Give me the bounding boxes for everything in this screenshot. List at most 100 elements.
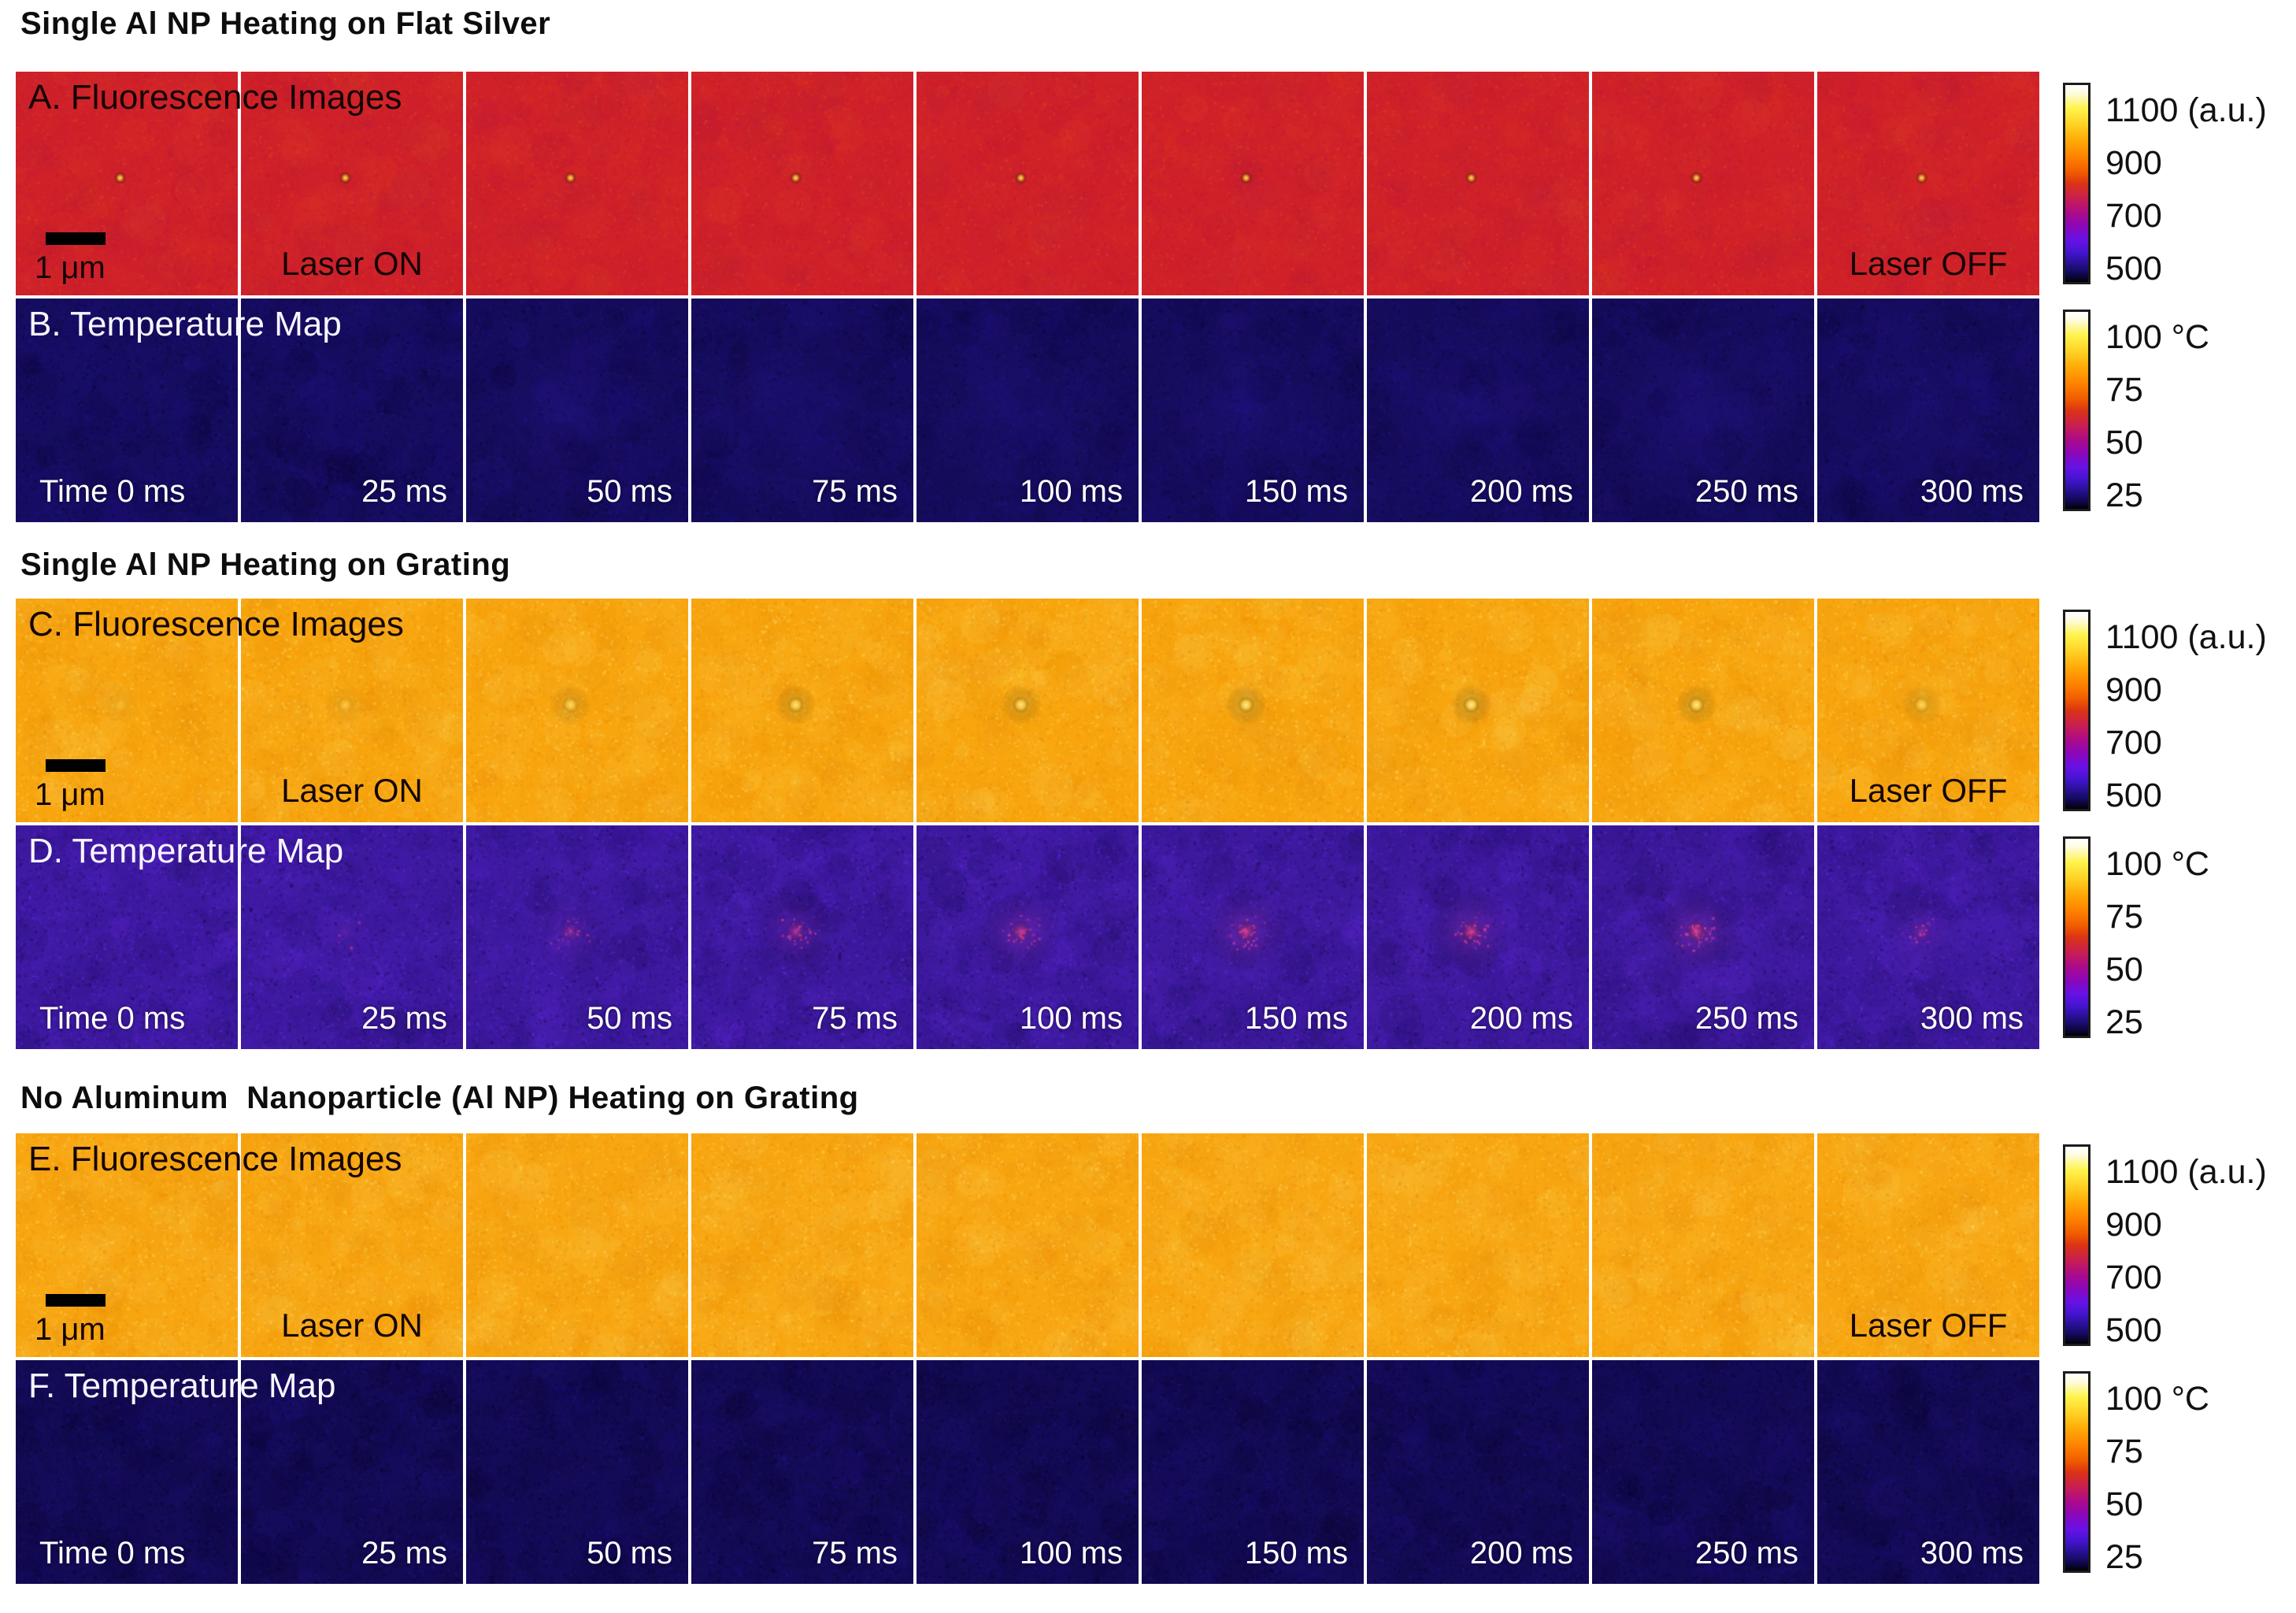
panel-canvas [691,72,913,295]
image-panel: 250 ms [1592,298,1814,522]
colorbar-gradient [2063,1371,2090,1573]
panel-canvas [1817,298,2039,522]
scale-bar [46,759,106,772]
colorbar-label: 25 [2105,1003,2143,1041]
image-panel: 150 ms [1142,1360,1364,1584]
colorbar-region: 100 °C 75 50 25 [2063,825,2291,1049]
panel-canvas [691,298,913,522]
panel-canvas [1367,599,1589,822]
image-panel [1592,599,1814,822]
image-panel: 200 ms [1367,825,1589,1049]
colorbar-label: 700 [2105,724,2162,762]
scale-bar-label: 1 μm [35,1312,106,1347]
panel-strip: Time 0 ms 25 ms 50 ms 75 ms 100 ms 150 ms 200 … [16,298,2039,522]
laser-on-label: Laser ON [281,245,423,282]
laser-off-label: Laser OFF [1849,1307,2008,1344]
colorbar-gradient [2063,1144,2090,1346]
scale-bar [46,232,106,245]
image-panel: Laser OFF [1817,599,2039,822]
colorbar-label: 75 [2105,371,2143,409]
panel-strip: 1 μm Laser ON Laser OFF C. Fluorescence Ima… [16,599,2039,822]
panel-strip: 1 μm Laser ON Laser OFF A. Fluorescence Ima… [16,72,2039,295]
laser-off-label: Laser OFF [1849,245,2008,282]
image-panel: Laser ON [241,72,463,295]
panel-canvas [1592,599,1814,822]
section-title: Single Al NP Heating on Grating [20,547,511,582]
image-panel: Laser ON [241,599,463,822]
panel-canvas [16,825,238,1049]
image-panel: Laser OFF [1817,1133,2039,1357]
panel-canvas [1817,72,2039,295]
time-label: Time 0 ms [39,1536,186,1570]
image-panel: 1 μm [16,599,238,822]
image-panel: Time 0 ms [16,298,238,522]
panel-canvas [16,1360,238,1584]
image-panel [1367,72,1589,295]
panel-canvas [1817,1133,2039,1357]
panel-canvas [1592,298,1814,522]
section-title: No Aluminum Nanoparticle (Al NP) Heating… [20,1081,859,1115]
image-panel [466,1133,688,1357]
colorbar-region: 1100 (a.u.) 900 700 500 [2063,599,2291,822]
colorbar-label: 100 °C [2105,1380,2209,1418]
panel-canvas [1817,825,2039,1049]
image-panel: 250 ms [1592,825,1814,1049]
image-panel: 200 ms [1367,298,1589,522]
time-label: 25 ms [361,1536,447,1570]
colorbar-label: 50 [2105,424,2143,462]
image-panel: 50 ms [466,298,688,522]
image-panel [691,599,913,822]
image-panel [1142,599,1364,822]
colorbar-gradient [2063,836,2090,1038]
panel-canvas [691,599,913,822]
panel-canvas [241,72,463,295]
panel-canvas [1817,1360,2039,1584]
colorbar-gradient [2063,610,2090,811]
panel-strip: Time 0 ms 25 ms 50 ms 75 ms 100 ms 150 ms 200 … [16,825,2039,1049]
colorbar-gradient [2063,310,2090,511]
image-panel: 100 ms [917,1360,1139,1584]
image-panel [1142,1133,1364,1357]
colorbar-region: 100 °C 75 50 25 [2063,1360,2291,1584]
fluorescence-row: 1 μm Laser ON Laser OFF A. Fluorescence Ima… [16,72,2296,295]
temperature-row: Time 0 ms 25 ms 50 ms 75 ms 100 ms 150 ms 200 … [16,825,2296,1049]
time-label: 300 ms [1920,474,2024,509]
image-panel: 100 ms [917,825,1139,1049]
colorbar-region: 1100 (a.u.) 900 700 500 [2063,72,2291,295]
panel-canvas [917,825,1139,1049]
colorbar-label: 500 [2105,1311,2162,1349]
image-panel: 300 ms [1817,298,2039,522]
image-panel: 300 ms [1817,825,2039,1049]
panel-canvas [1592,1360,1814,1584]
image-panel: 50 ms [466,1360,688,1584]
time-label: 300 ms [1920,1001,2024,1036]
panel-canvas [466,298,688,522]
image-panel: Time 0 ms [16,825,238,1049]
panel-canvas [1142,599,1364,822]
panel-canvas [16,72,238,295]
time-label: 150 ms [1244,1001,1348,1036]
panel-canvas [1592,1133,1814,1357]
colorbar-label: 25 [2105,476,2143,514]
panel-canvas [1367,298,1589,522]
image-panel: Laser ON [241,1133,463,1357]
image-panel: 1 μm [16,1133,238,1357]
image-panel [466,599,688,822]
colorbar-label: 100 °C [2105,845,2209,883]
image-panel: 75 ms [691,298,913,522]
panel-canvas [1142,1133,1364,1357]
image-panel: 25 ms [241,825,463,1049]
panel-canvas [1367,1133,1589,1357]
panel-strip: Time 0 ms 25 ms 50 ms 75 ms 100 ms 150 ms 200 … [16,1360,2039,1584]
image-panel [691,1133,913,1357]
panel-canvas [241,599,463,822]
colorbar-label: 1100 (a.u.) [2105,618,2267,656]
panel-canvas [16,1133,238,1357]
panel-canvas [1142,72,1364,295]
image-panel: 50 ms [466,825,688,1049]
image-panel [1592,72,1814,295]
temperature-row: Time 0 ms 25 ms 50 ms 75 ms 100 ms 150 ms 200 … [16,298,2296,522]
colorbar-label: 700 [2105,197,2162,235]
image-panel [1142,72,1364,295]
panel-canvas [1367,72,1589,295]
